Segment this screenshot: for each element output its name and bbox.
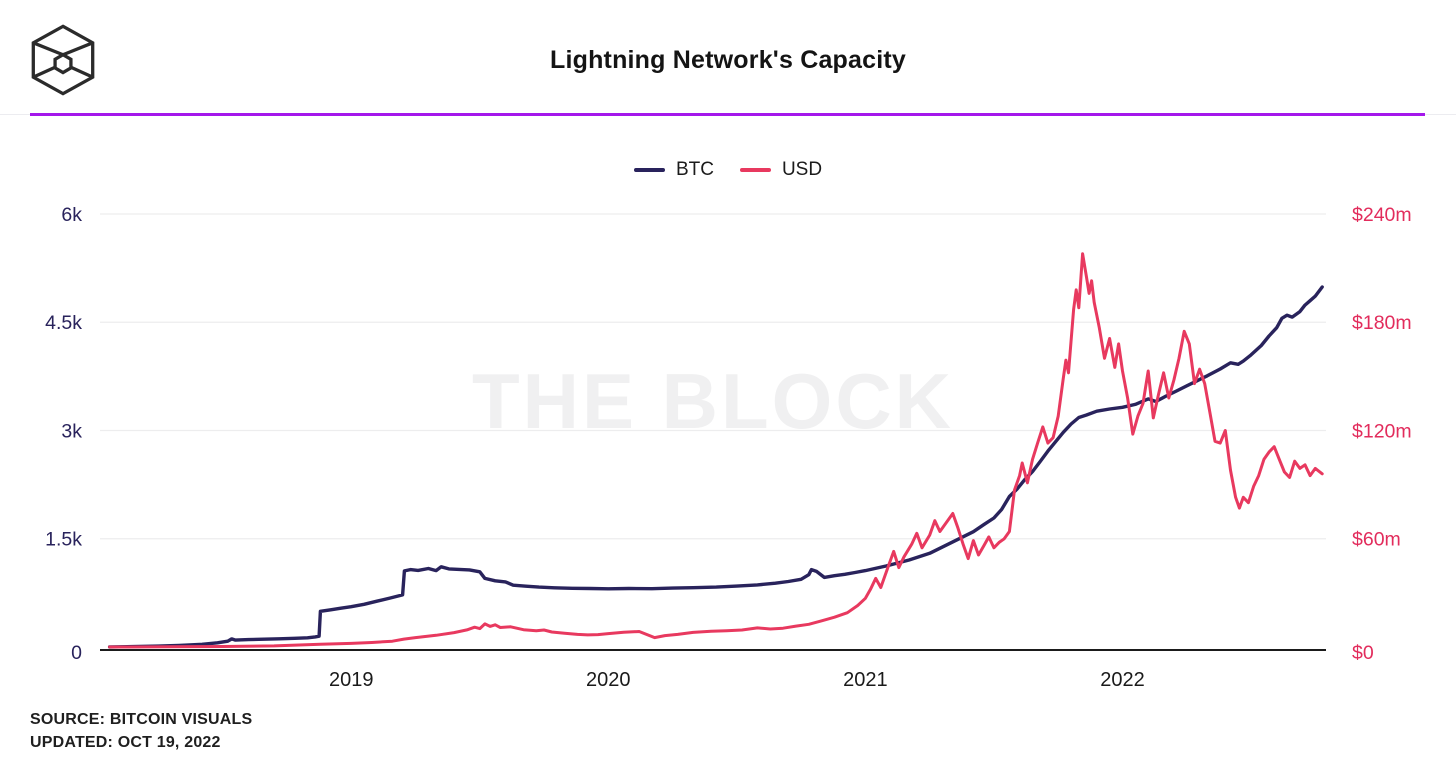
y-axis-left-tick: 1.5k xyxy=(45,529,82,551)
usd-line-swatch xyxy=(739,168,771,172)
chart-legend: BTC USD xyxy=(0,158,1456,182)
btc-line-swatch xyxy=(633,168,665,172)
purple-divider xyxy=(30,113,1425,116)
x-axis-tick: 2022 xyxy=(1100,669,1145,691)
source-text: SOURCE: BITCOIN VISUALS xyxy=(30,711,253,728)
legend-item-usd[interactable]: USD xyxy=(739,159,823,181)
y-axis-left-tick: 4.5k xyxy=(45,312,82,334)
page-title: Lightning Network's Capacity xyxy=(549,46,907,74)
x-axis-tick: 2019 xyxy=(329,669,374,691)
legend-item-btc[interactable]: BTC xyxy=(633,159,714,181)
the-block-logo-icon xyxy=(31,24,95,96)
y-axis-left-tick: 0 xyxy=(71,642,82,664)
y-axis-right-tick: $0 xyxy=(1352,642,1374,664)
legend-label-usd: USD xyxy=(781,159,823,180)
x-axis-tick: 2021 xyxy=(843,669,888,691)
y-axis-left-tick: 3k xyxy=(61,420,82,442)
y-axis-right-tick: $120m xyxy=(1352,420,1412,442)
header: Lightning Network's Capacity xyxy=(0,0,1456,113)
x-axis-tick: 2020 xyxy=(586,669,631,691)
y-axis-right-tick: $180m xyxy=(1352,312,1412,334)
legend-label-btc: BTC xyxy=(675,159,714,180)
y-axis-right-tick: $60m xyxy=(1352,529,1401,551)
chart-footer: SOURCE: BITCOIN VISUALS UPDATED: OCT 19,… xyxy=(30,708,252,754)
usd-series-line xyxy=(108,252,1324,649)
btc-series-line xyxy=(107,285,1324,649)
y-axis-left-tick: 6k xyxy=(61,204,82,226)
y-axis-right-tick: $240m xyxy=(1352,204,1412,226)
updated-text: UPDATED: OCT 19, 2022 xyxy=(30,734,221,751)
